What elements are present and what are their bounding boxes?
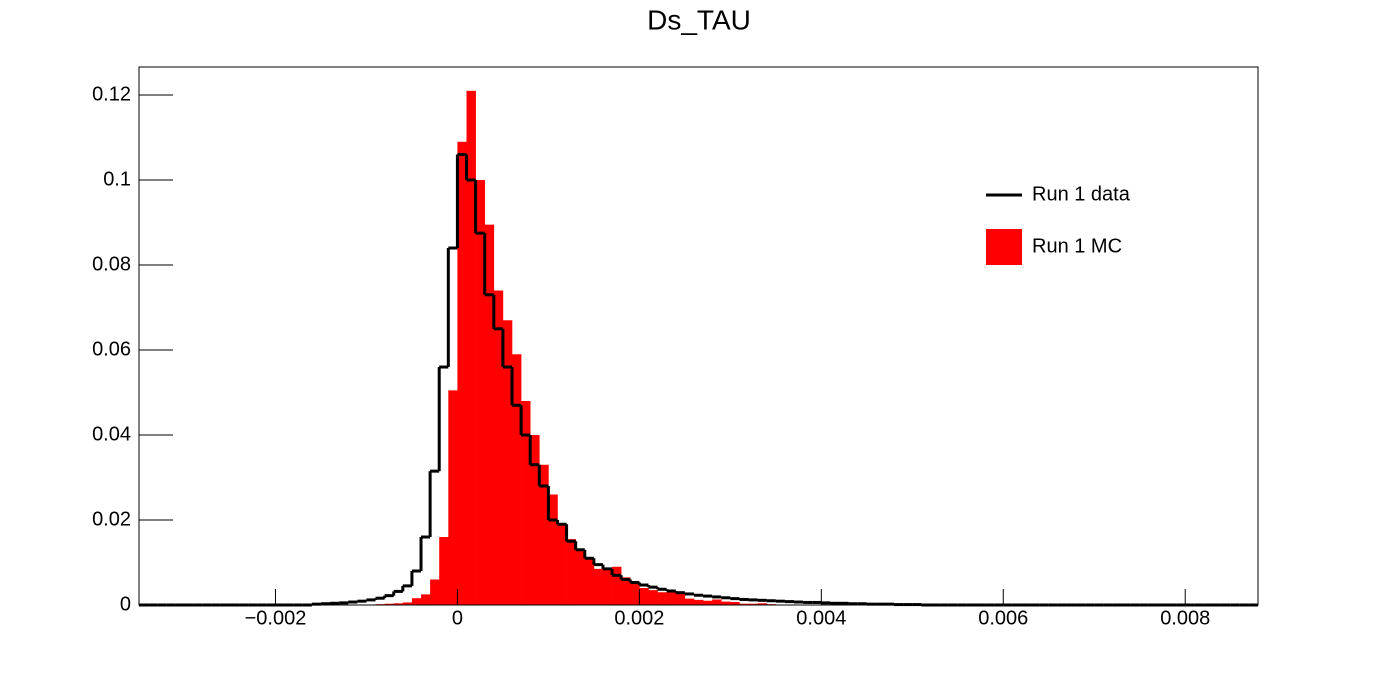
bar: [548, 494, 558, 605]
bar: [530, 435, 540, 605]
bar: [703, 600, 713, 605]
bar: [521, 401, 531, 605]
bar: [675, 593, 686, 605]
bar: [493, 290, 504, 605]
y-tick-label: 0.06: [92, 338, 131, 360]
bar: [557, 524, 567, 605]
bar: [512, 354, 522, 605]
x-tick-label: 0.008: [1160, 607, 1210, 629]
bar: [539, 464, 549, 605]
x-tick-label: 0.002: [614, 607, 664, 629]
bar: [612, 566, 622, 605]
bar: [430, 579, 440, 605]
chart-title: Ds_TAU: [647, 4, 751, 35]
legend-label: Run 1 MC: [1032, 235, 1122, 257]
bar: [666, 592, 677, 605]
bar: [748, 603, 758, 605]
bar: [475, 180, 486, 605]
bar: [457, 141, 467, 606]
bar: [466, 90, 476, 605]
x-tick-label: 0.004: [796, 607, 846, 629]
bar: [639, 588, 649, 605]
bar: [730, 602, 740, 605]
legend-swatch: [986, 229, 1022, 265]
legend-label: Run 1 data: [1032, 183, 1131, 205]
bar: [602, 568, 613, 605]
bar: [384, 603, 395, 605]
y-tick-label: 0.02: [92, 508, 131, 530]
x-tick-label: 0.006: [978, 607, 1028, 629]
bar: [402, 602, 413, 605]
bar: [721, 601, 731, 605]
plot-frame: [138, 66, 1259, 606]
bar: [757, 603, 768, 605]
bar: [648, 590, 658, 605]
bar: [411, 598, 422, 605]
bar: [393, 603, 404, 605]
bar: [693, 599, 704, 605]
bar: [575, 549, 586, 605]
y-tick-label: 0.12: [92, 83, 131, 105]
bar: [439, 537, 449, 605]
bar: [657, 592, 667, 605]
x-tick-label: 0: [452, 607, 463, 629]
bar: [712, 599, 722, 605]
y-tick-label: 0.04: [92, 423, 131, 445]
bar: [421, 594, 431, 605]
y-tick-label: 0.08: [92, 253, 131, 275]
bar: [621, 577, 631, 605]
bar: [630, 581, 640, 605]
bar: [593, 568, 604, 605]
y-tick-label: 0.1: [103, 168, 131, 190]
x-tick-label: −0.002: [245, 607, 307, 629]
y-tick-label: 0: [120, 593, 131, 615]
bar: [566, 539, 576, 605]
bar: [684, 598, 695, 605]
bar: [739, 603, 749, 605]
bar: [448, 390, 458, 605]
bar: [502, 320, 513, 605]
bar: [584, 558, 595, 605]
bar: [484, 224, 495, 606]
